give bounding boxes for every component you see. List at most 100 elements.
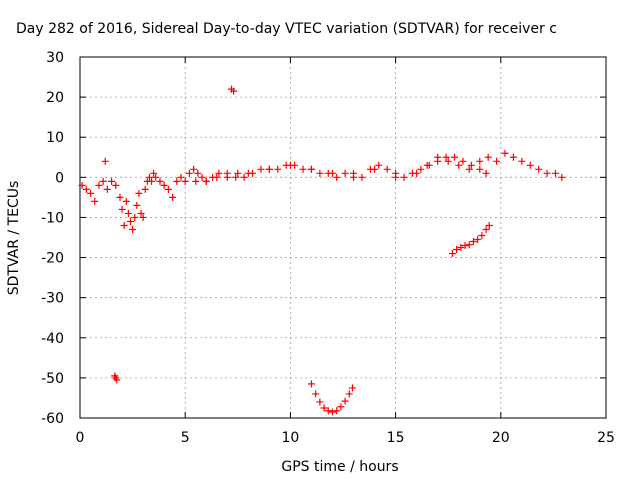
series-upward-arc (448, 221, 493, 258)
data-point (467, 161, 475, 169)
y-tick-labels: -60 -50 -40 -30 -20 -10 0 10 20 30 (41, 50, 64, 427)
data-point (328, 169, 336, 177)
data-point (392, 173, 400, 181)
y-tick-label: 30 (46, 50, 64, 66)
x-tick-label: 10 (281, 430, 299, 446)
data-point (476, 165, 484, 173)
data-point (444, 157, 452, 165)
data-point (482, 169, 490, 177)
data-point (141, 185, 149, 193)
data-point (434, 153, 442, 161)
y-tick-label: -60 (41, 411, 64, 427)
data-point (341, 397, 349, 405)
data-point (448, 250, 456, 258)
data-point (328, 408, 336, 416)
data-point (509, 153, 517, 161)
data-point (375, 161, 383, 169)
y-tick-label: -30 (41, 291, 64, 307)
data-point (173, 177, 181, 185)
data-point (185, 169, 193, 177)
data-point (122, 197, 130, 205)
data-point (453, 246, 461, 254)
data-point (337, 403, 345, 411)
data-point (131, 213, 139, 221)
y-axis-label: SDTVAR / TECUs (6, 181, 22, 296)
data-point (126, 217, 134, 225)
data-point (124, 209, 132, 217)
data-point (333, 407, 341, 415)
data-point (91, 197, 99, 205)
data-point (324, 407, 332, 415)
y-tick-label: -50 (41, 371, 64, 387)
data-point (108, 177, 116, 185)
data-point (312, 390, 320, 398)
data-point (160, 181, 168, 189)
data-point (341, 169, 349, 177)
data-point (482, 225, 490, 233)
data-point (95, 181, 103, 189)
series-main-band (78, 149, 566, 233)
data-point (417, 165, 425, 173)
data-point (137, 209, 145, 217)
data-point (485, 221, 493, 229)
data-point (383, 165, 391, 173)
data-point (543, 169, 551, 177)
data-point (87, 189, 95, 197)
data-point (286, 161, 294, 169)
data-point (198, 173, 206, 181)
series-isolated-points (111, 85, 238, 384)
data-point (442, 153, 450, 161)
data-point (169, 193, 177, 201)
data-point (413, 169, 421, 177)
data-point (451, 153, 459, 161)
x-tick-label: 0 (76, 430, 85, 446)
x-tick-label: 15 (387, 430, 405, 446)
data-point (348, 384, 356, 392)
data-point (465, 165, 473, 173)
data-point (345, 390, 353, 398)
data-point (133, 201, 141, 209)
data-point (120, 221, 128, 229)
data-point (274, 165, 282, 173)
x-axis-label: GPS time / hours (281, 459, 398, 475)
data-point (307, 380, 315, 388)
data-point (213, 173, 221, 181)
data-point (358, 173, 366, 181)
data-point (552, 169, 560, 177)
data-point (558, 173, 566, 181)
data-point (257, 165, 265, 173)
data-point (82, 185, 90, 193)
y-tick-label: -10 (41, 210, 64, 226)
data-point (461, 242, 469, 250)
data-point (299, 165, 307, 173)
series-secondary-band (192, 153, 490, 185)
data-point (103, 185, 111, 193)
data-point (148, 177, 156, 185)
data-point (194, 169, 202, 177)
data-point (265, 165, 273, 173)
data-point (234, 169, 242, 177)
data-point (129, 225, 137, 233)
data-point (307, 165, 315, 173)
data-point (116, 193, 124, 201)
data-point (371, 165, 379, 173)
data-point (526, 161, 534, 169)
data-point (101, 157, 109, 165)
data-point (535, 165, 543, 173)
y-tick-label: -20 (41, 251, 64, 267)
data-point (181, 177, 189, 185)
data-point (232, 173, 240, 181)
data-point (230, 87, 238, 95)
y-tick-label: 0 (55, 170, 64, 186)
data-point (112, 181, 120, 189)
data-point (501, 149, 509, 157)
data-point (316, 398, 324, 406)
data-point (459, 157, 467, 165)
grid-lines (80, 57, 606, 418)
data-point (215, 169, 223, 177)
data-point (99, 177, 107, 185)
data-point (457, 244, 465, 252)
data-point (469, 238, 477, 246)
data-point (192, 177, 200, 185)
data-point (177, 173, 185, 181)
